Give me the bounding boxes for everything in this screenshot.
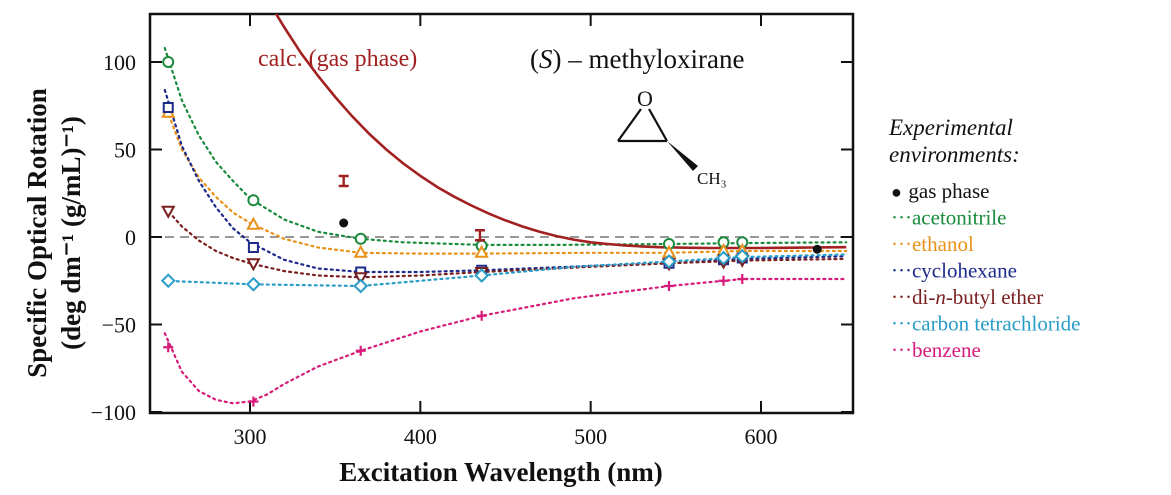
legend-item-acetonitrile: ···acetonitrile: [891, 206, 1006, 230]
legend-item-gas-phase: ● gas phase: [891, 179, 989, 203]
legend-items: ● gas phase···acetonitrile···ethanol···c…: [891, 179, 1080, 362]
y-tick-label: 0: [125, 225, 136, 250]
legend-item-carbon-tetrachloride: ···carbon tetrachloride: [891, 312, 1080, 336]
point-cyclohexane: [162, 102, 174, 113]
legend-dotted-glyph: ···: [891, 338, 912, 362]
oxygen-label: O: [637, 86, 653, 111]
point-ethanol: [353, 244, 368, 258]
point-carbon-tetrachloride: [716, 250, 731, 266]
calc-curve-label: calc. (gas phase): [258, 46, 417, 72]
point-gas-phase: [339, 218, 349, 228]
legend-title-line2: environments:: [889, 142, 1020, 167]
plot-frame: [148, 12, 855, 415]
point-benzene: [248, 396, 259, 407]
legend-item-benzene: ···benzene: [891, 338, 981, 362]
point-benzene: [355, 345, 366, 356]
y-tick-label: 50: [114, 138, 136, 163]
data-points: [160, 56, 822, 407]
point-gas-phase: [812, 244, 822, 254]
point-calc-gas-phase: [338, 174, 349, 188]
legend-label-suffix: -butyl ether: [946, 285, 1043, 309]
point-benzene: [163, 342, 174, 353]
calc-gas-phase-curve: [274, 14, 847, 250]
point-benzene: [737, 274, 748, 284]
point-calc-gas-phase: [474, 229, 485, 242]
fit-curve-ethanol: [163, 102, 848, 255]
legend-dot-glyph: ●: [891, 182, 906, 202]
legend-dotted-glyph: ···: [891, 206, 912, 230]
legend-dotted-glyph: ···: [891, 285, 912, 309]
point-carbon-tetrachloride: [160, 273, 176, 289]
point-carbon-tetrachloride: [734, 248, 750, 264]
point-acetonitrile: [247, 194, 260, 207]
point-di-n-butyl-ether: [353, 272, 368, 286]
legend-label: gas phase: [908, 179, 989, 203]
point-benzene: [476, 310, 487, 321]
legend-title-line1: Experimental: [888, 115, 1013, 140]
legend-label: acetonitrile: [912, 206, 1006, 230]
fit-curve-carbon-tetrachloride: [163, 253, 848, 288]
x-axis-title: Excitation Wavelength (nm): [339, 457, 663, 487]
ring-bond-right: [648, 108, 668, 142]
legend-dotted-glyph: ···: [891, 259, 912, 283]
x-tick-label: 300: [234, 424, 267, 449]
y-tick-label: 100: [103, 50, 136, 75]
point-cyclohexane: [247, 242, 259, 253]
title-rest: ) – methyloxirane: [553, 44, 745, 74]
point-ethanol: [474, 244, 489, 258]
point-di-n-butyl-ether: [161, 205, 176, 219]
y-tick-label: −50: [102, 313, 136, 338]
molecule-structure: O CH₃: [617, 86, 727, 188]
point-benzene: [664, 281, 675, 291]
chart-title: (S) – methyloxirane: [530, 44, 744, 74]
legend-item-di-n-butyl-ether: ···di-n-butyl ether: [891, 285, 1043, 309]
legend-label: carbon tetrachloride: [912, 312, 1081, 336]
title-italic-s: S: [539, 44, 553, 74]
fit-curve-benzene: [163, 277, 848, 405]
point-carbon-tetrachloride: [245, 276, 261, 292]
point-di-n-butyl-ether: [246, 258, 261, 272]
y-tick-label: −100: [91, 400, 136, 425]
ring-bond-left: [617, 108, 642, 142]
legend-label-prefix: di-: [912, 285, 935, 309]
fit-curve-di-n-butyl-ether: [163, 206, 848, 279]
methyl-label: CH₃: [697, 169, 727, 188]
legend-label-italic: n: [935, 285, 946, 309]
y-axis-title-line1: Specific Optical Rotation: [22, 88, 52, 377]
legend-item-cyclohexane: ···cyclohexane: [891, 259, 1017, 283]
x-tick-label: 600: [745, 424, 778, 449]
point-carbon-tetrachloride: [353, 278, 369, 294]
fit-curves: [163, 14, 848, 405]
legend-label: cyclohexane: [912, 259, 1017, 283]
legend-dotted-glyph: ···: [891, 232, 912, 256]
legend-label: benzene: [912, 338, 981, 362]
point-ethanol: [246, 216, 261, 230]
y-axis-title-line2: (deg dm⁻¹ (g/mL)⁻¹): [56, 116, 86, 350]
legend-label: ethanol: [912, 232, 974, 256]
point-acetonitrile: [354, 232, 367, 245]
title-paren-open: (: [530, 44, 539, 74]
x-tick-label: 400: [404, 424, 437, 449]
legend-item-ethanol: ···ethanol: [891, 232, 974, 256]
point-carbon-tetrachloride: [661, 254, 677, 269]
point-carbon-tetrachloride: [474, 268, 490, 283]
fit-curve-acetonitrile: [163, 46, 848, 246]
point-benzene: [718, 275, 729, 286]
x-tick-label: 500: [574, 424, 607, 449]
legend: Experimental environments: ● gas phase ··…: [888, 115, 1080, 362]
wedge-bond: [667, 141, 698, 171]
point-acetonitrile: [162, 56, 175, 68]
legend-dotted-glyph: ···: [891, 312, 912, 336]
